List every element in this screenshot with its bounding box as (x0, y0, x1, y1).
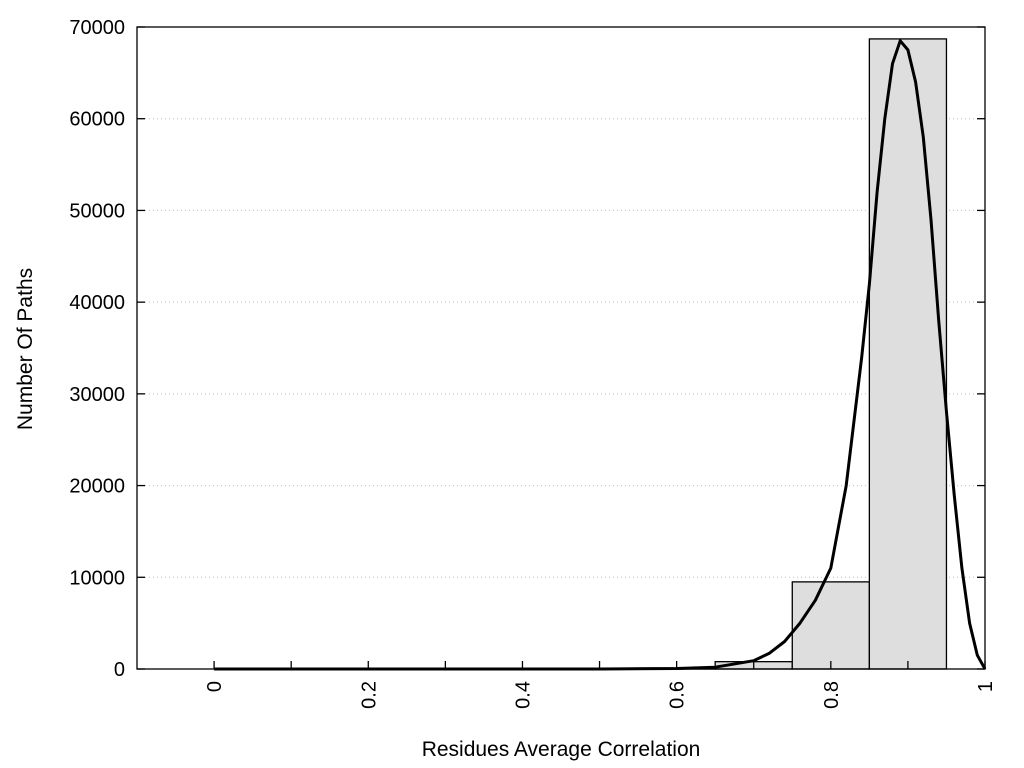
axis-ticks (137, 26, 986, 670)
histogram-bars (637, 38, 948, 670)
y-tick-label-0: 0 (114, 659, 125, 681)
histogram-bar-8 (791, 581, 871, 670)
plot-frame (136, 26, 986, 670)
y-tick-label-7: 70000 (69, 17, 125, 39)
y-tick-label-1: 10000 (69, 567, 125, 589)
x-tick-label-2: 0.4 (512, 681, 534, 709)
y-tick-label-5: 50000 (69, 200, 125, 222)
x-axis-label: Residues Average Correlation (422, 738, 701, 761)
y-tick-label-2: 20000 (69, 476, 125, 498)
x-tick-label-4: 0.8 (821, 681, 843, 709)
grid-lines (137, 118, 985, 578)
y-tick-labels: 0 10000 20000 30000 40000 50000 60000 70000 (69, 17, 125, 681)
x-tick-labels: 0 0.2 0.4 0.6 0.8 1 (204, 681, 997, 709)
y-tick-label-4: 40000 (69, 292, 125, 314)
x-tick-label-1: 0.2 (358, 681, 380, 709)
x-tick-label-5: 1 (975, 681, 997, 692)
y-tick-label-3: 30000 (69, 384, 125, 406)
y-tick-label-6: 60000 (69, 109, 125, 131)
histogram-bar-9 (868, 38, 948, 670)
x-tick-label-0: 0 (204, 681, 226, 692)
y-axis-label: Number Of Paths (14, 268, 37, 430)
x-tick-label-3: 0.6 (667, 681, 689, 709)
